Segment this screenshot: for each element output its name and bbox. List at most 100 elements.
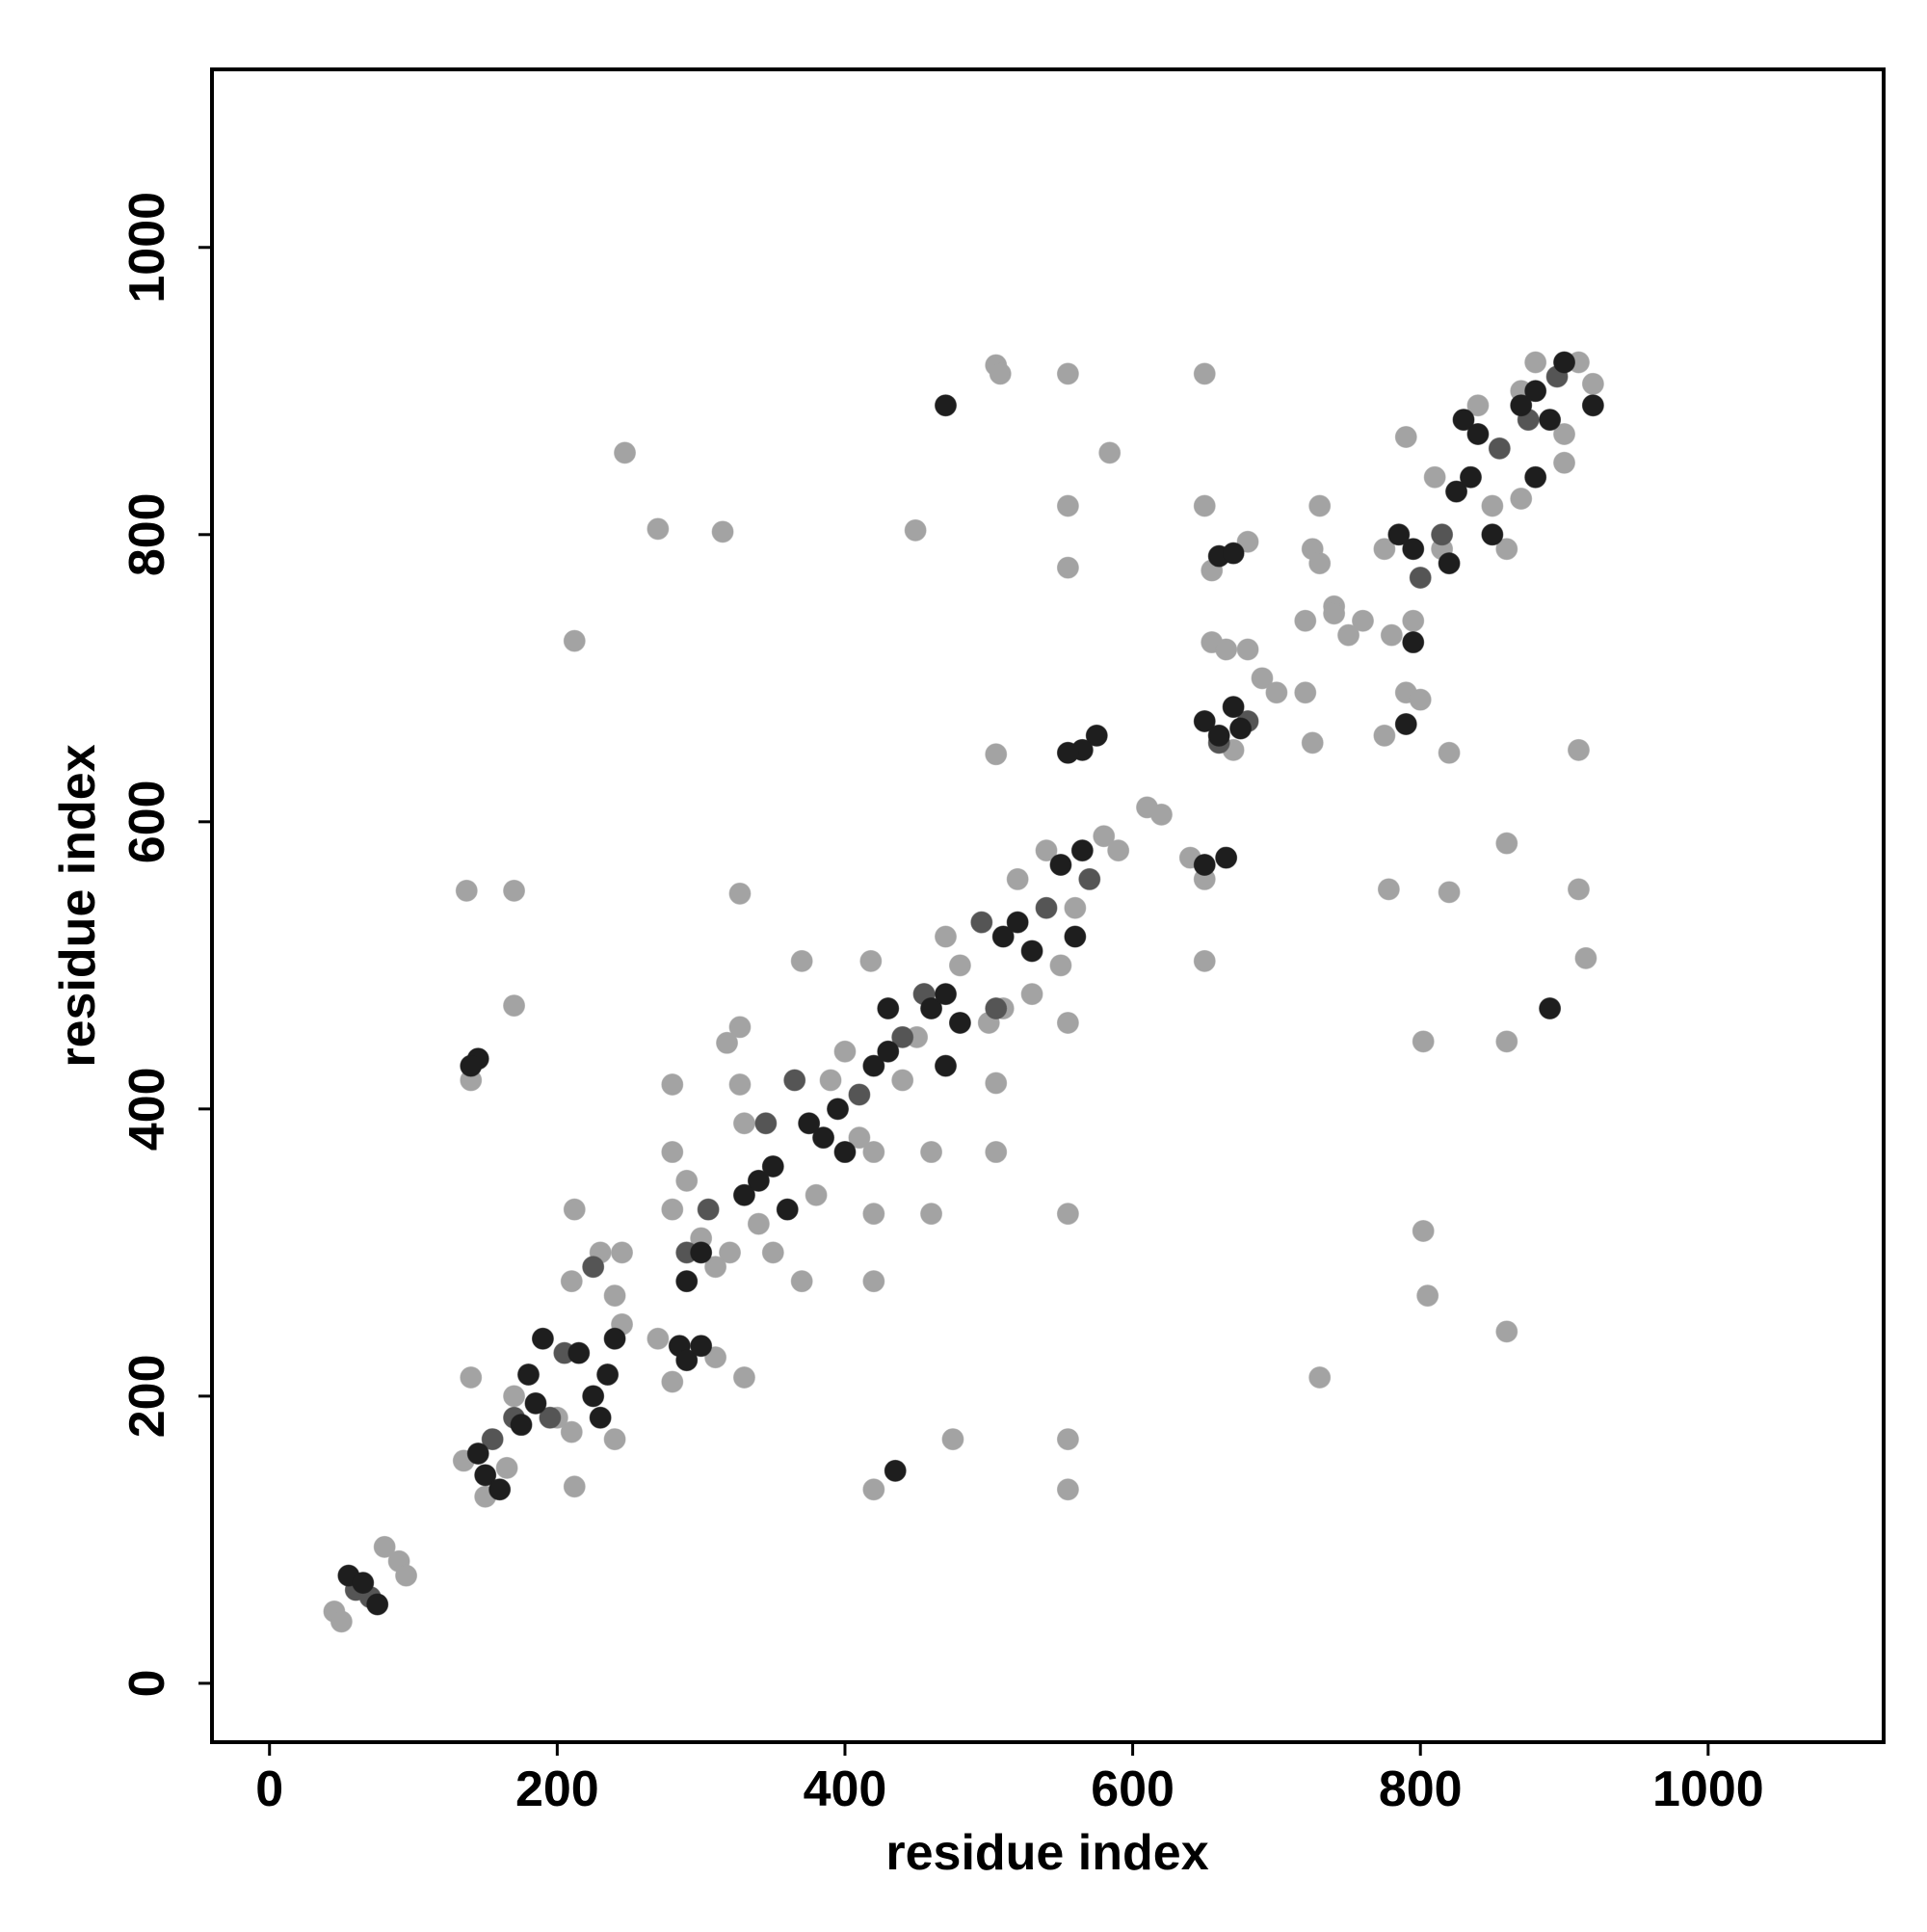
- y-tick-label: 400: [119, 1067, 175, 1151]
- point: [531, 1327, 554, 1350]
- point: [1294, 681, 1317, 704]
- point: [848, 1126, 871, 1150]
- point: [1380, 623, 1403, 647]
- point: [728, 882, 752, 905]
- point: [704, 1256, 727, 1279]
- point: [747, 1212, 770, 1235]
- point: [510, 1414, 533, 1437]
- point: [1056, 1203, 1079, 1226]
- point: [568, 1341, 591, 1364]
- point: [1574, 946, 1597, 969]
- point: [1193, 362, 1216, 385]
- point: [1078, 867, 1101, 890]
- point: [1064, 896, 1087, 919]
- point: [790, 1270, 813, 1293]
- point: [920, 997, 943, 1020]
- y-tick-label: 800: [119, 492, 175, 576]
- point: [1265, 681, 1288, 704]
- point: [1006, 911, 1029, 934]
- point: [761, 1241, 784, 1264]
- point: [1412, 1220, 1435, 1243]
- y-tick-label: 1000: [119, 192, 175, 304]
- point: [805, 1183, 828, 1206]
- point: [488, 1478, 512, 1501]
- point: [1377, 878, 1400, 901]
- point: [1459, 465, 1482, 489]
- point: [330, 1610, 353, 1633]
- point: [1035, 839, 1058, 862]
- point: [1394, 712, 1417, 735]
- point: [1308, 1366, 1332, 1389]
- point: [1553, 351, 1576, 374]
- point: [466, 1442, 489, 1465]
- point: [1438, 741, 1461, 764]
- point: [862, 1054, 885, 1077]
- point: [1423, 465, 1446, 489]
- point: [1070, 839, 1094, 862]
- point: [460, 1054, 483, 1077]
- point: [1524, 465, 1547, 489]
- point: [690, 1241, 713, 1264]
- point: [1581, 372, 1604, 395]
- point: [1035, 896, 1058, 919]
- point: [833, 1141, 857, 1164]
- point: [970, 911, 993, 934]
- point: [539, 1406, 562, 1429]
- y-tick-label: 0: [119, 1669, 175, 1697]
- point: [1387, 523, 1411, 546]
- point: [603, 1284, 626, 1308]
- point: [1581, 394, 1604, 417]
- point: [1553, 422, 1576, 445]
- point: [481, 1428, 504, 1451]
- point: [647, 1327, 670, 1350]
- point: [1193, 854, 1216, 877]
- point: [1294, 609, 1317, 632]
- point: [1056, 741, 1079, 764]
- point: [1006, 867, 1029, 890]
- point: [884, 1459, 907, 1482]
- point: [395, 1564, 418, 1587]
- point: [859, 949, 883, 972]
- point: [503, 994, 526, 1018]
- point: [560, 1420, 583, 1443]
- y-tick-label: 200: [119, 1354, 175, 1438]
- x-tick-label: 400: [804, 1761, 887, 1817]
- point: [1567, 738, 1590, 761]
- point: [1524, 351, 1547, 374]
- point: [941, 1428, 964, 1451]
- point: [904, 518, 927, 542]
- point: [862, 1141, 885, 1164]
- point: [719, 1241, 742, 1264]
- point: [1056, 494, 1079, 517]
- point: [716, 1031, 739, 1054]
- point: [1351, 609, 1374, 632]
- point: [1567, 878, 1590, 901]
- point: [1495, 1320, 1518, 1343]
- point: [1445, 480, 1468, 503]
- y-axis-title: residue index: [50, 744, 106, 1067]
- point: [1438, 552, 1461, 575]
- point: [934, 983, 957, 1006]
- point: [991, 925, 1015, 948]
- point: [728, 1016, 752, 1039]
- point: [495, 1456, 518, 1479]
- point: [1229, 717, 1253, 740]
- point: [1337, 623, 1360, 647]
- point: [1466, 394, 1490, 417]
- point: [819, 1069, 842, 1092]
- x-axis-title: residue index: [885, 1825, 1208, 1881]
- point: [1215, 638, 1238, 661]
- point: [1431, 523, 1454, 546]
- point: [1438, 881, 1461, 904]
- y-tick-label: 600: [119, 780, 175, 863]
- point: [1466, 422, 1490, 445]
- point: [1056, 1478, 1079, 1501]
- point: [647, 517, 670, 541]
- point: [1056, 556, 1079, 579]
- point: [732, 1366, 755, 1389]
- x-tick-label: 200: [515, 1761, 599, 1817]
- point: [1488, 437, 1511, 460]
- point: [1308, 494, 1332, 517]
- point: [776, 1198, 799, 1221]
- x-tick-label: 0: [255, 1761, 283, 1817]
